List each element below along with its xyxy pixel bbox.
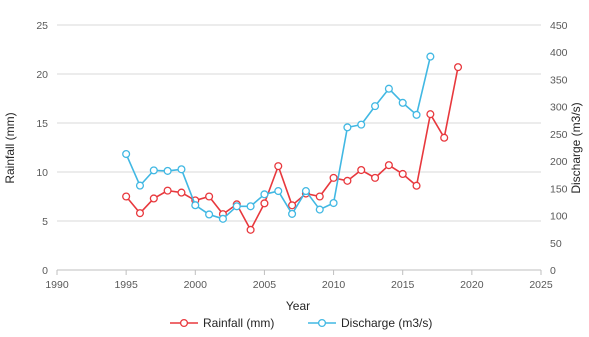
rainfall-data-point [329,173,338,182]
x-tick-label: 2025 [529,279,553,291]
series-group [122,52,463,234]
rainfall-data-point [398,169,407,179]
discharge-data-point [343,123,352,132]
discharge-data-point [315,205,324,214]
discharge-data-point [288,209,297,218]
rainfall-data-point [205,192,214,201]
discharge-data-point [122,149,131,159]
x-axis-title: Year [286,299,310,313]
rainfall-data-point [426,110,435,119]
discharge-data-point [384,84,393,93]
legend-label-discharge: Discharge (m3/s) [341,316,432,330]
left-y-tick-label: 25 [36,20,48,32]
rainfall-data-point [288,201,297,210]
rainfall-data-point [315,192,324,201]
discharge-data-point [426,52,435,61]
discharge-data-point [135,181,145,190]
x-tick-label: 2000 [184,279,208,291]
rainfall-data-point [122,192,131,201]
discharge-data-point [205,210,214,219]
right-y-tick-label: 200 [550,156,568,168]
discharge-data-point [218,214,227,223]
right-y-tick-label: 50 [550,238,562,250]
x-tick-label: 1990 [45,279,69,291]
discharge-data-point [177,165,186,174]
rainfall-data-point [412,181,421,190]
right-y-tick-label: 250 [550,129,568,141]
x-tick-label: 2010 [322,279,346,291]
left-y-tick-label: 15 [36,118,48,130]
right-y-axis-title: Discharge (m3/s) [569,102,583,193]
right-y-tick-label: 350 [550,74,568,86]
legend-marker-rainfall [179,318,189,328]
discharge-data-point [371,102,380,111]
legend-label-rainfall: Rainfall (mm) [203,316,274,330]
discharge-data-point [232,202,241,211]
left-y-tick-label: 10 [36,167,48,179]
axis-labels: Year Rainfall (mm) Discharge (m3/s) [3,102,583,313]
right-y-tick-label: 400 [550,47,568,59]
discharge-data-point [398,98,407,107]
discharge-data-point [260,190,269,199]
left-y-axis-title: Rainfall (mm) [3,112,17,183]
discharge-data-point [412,110,421,119]
right-y-tick-label: 0 [550,265,556,277]
legend: Rainfall (mm) Discharge (m3/s) [170,316,432,330]
rainfall-data-point [357,165,366,175]
right-y-tick-label: 100 [550,211,568,223]
rainfall-data-point [177,188,186,197]
discharge-data-point [301,187,310,196]
discharge-data-point [329,198,338,208]
rainfall-data-point [149,194,158,203]
legend-marker-discharge [317,318,327,328]
discharge-data-point [274,187,283,196]
x-tick-label: 1995 [114,279,138,291]
rainfall-data-point [440,133,449,142]
rainfall-data-point [453,63,463,72]
left-y-tick-label: 20 [36,69,48,81]
rainfall-data-point [163,186,172,195]
left-y-tick-label: 0 [42,265,48,277]
x-tick-label: 2015 [391,279,415,291]
right-y-tick-label: 150 [550,183,568,195]
x-tick-label: 2005 [253,279,277,291]
right-y-tick-label: 300 [550,102,568,114]
rainfall-data-point [246,225,255,234]
rainfall-data-point [371,173,380,182]
discharge-data-point [149,166,158,175]
discharge-data-point [246,202,255,211]
discharge-data-point [191,201,200,210]
rainfall-data-point [343,176,352,185]
x-tick-label: 2020 [460,279,484,291]
rainfall-data-point [274,162,283,171]
discharge-data-point [357,120,366,129]
rainfall-data-point [384,161,393,170]
rainfall-data-point [260,199,269,208]
axes: 0510152025050100150200250300350400450199… [36,20,567,291]
right-y-tick-label: 450 [550,20,568,32]
left-y-tick-label: 5 [42,216,48,228]
gridlines [57,24,541,222]
discharge-data-point [163,166,172,175]
rainfall-data-point [135,209,145,218]
